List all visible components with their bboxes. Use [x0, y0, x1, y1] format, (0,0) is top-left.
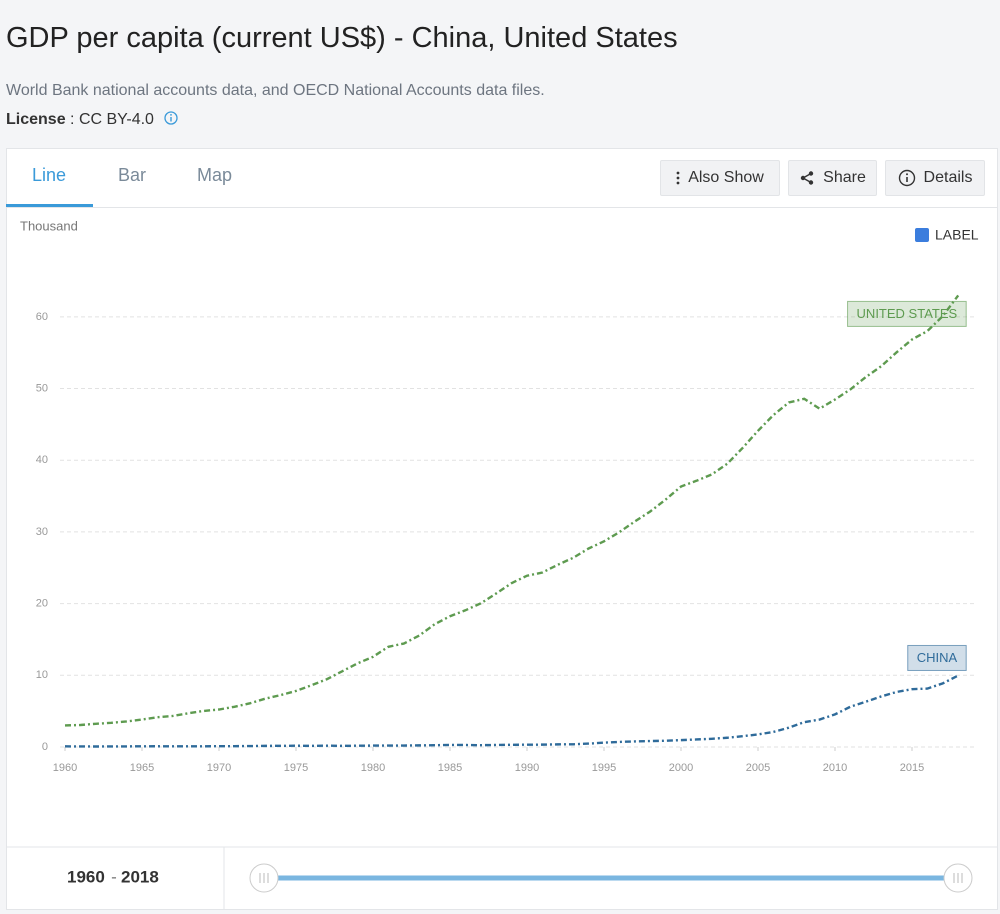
details-icon [898, 169, 915, 187]
x-tick-label: 2005 [746, 762, 770, 774]
series-label: UNITED STATES [847, 300, 967, 327]
license-label: License [6, 111, 66, 128]
slider-handle[interactable] [943, 863, 973, 893]
y-tick-label: 30 [36, 526, 48, 538]
series-label: CHINA [907, 644, 967, 671]
x-tick-label: 1995 [592, 762, 616, 774]
x-tick-label: 2000 [669, 762, 693, 774]
y-tick-label: 10 [36, 669, 48, 681]
license: License : CC BY-4.0 [6, 111, 179, 129]
series-label-box [907, 644, 967, 671]
share-button[interactable]: Share [788, 160, 877, 196]
label-toggle-text[interactable]: LABEL [935, 227, 979, 243]
y-tick-label: 60 [36, 311, 48, 323]
page-title: GDP per capita (current US$) - China, Un… [6, 22, 678, 54]
label-checkbox[interactable] [915, 228, 929, 242]
license-value: CC BY-4.0 [78, 111, 154, 128]
series-label-box [847, 300, 967, 327]
also-show-button[interactable]: Also Show [660, 160, 780, 196]
series-line [64, 674, 959, 748]
x-tick-label: 2010 [823, 762, 847, 774]
x-tick-label: 1965 [130, 762, 154, 774]
x-tick-label: 2015 [900, 762, 924, 774]
share-icon [800, 171, 814, 185]
y-tick-label: 40 [36, 454, 48, 466]
x-tick-label: 1960 [53, 762, 77, 774]
dots-icon [676, 171, 680, 185]
tab-divider [6, 207, 998, 208]
x-tick-label: 1970 [207, 762, 231, 774]
button-label: Share [823, 169, 866, 186]
x-tick-label: 1985 [438, 762, 462, 774]
series-label-text: CHINA [917, 650, 958, 665]
y-tick-label: 20 [36, 598, 48, 610]
button-label: Also Show [688, 169, 764, 186]
info-icon[interactable] [164, 111, 179, 125]
tab-underline [6, 204, 93, 207]
range-start: 1960 [67, 867, 105, 886]
button-label: Details [923, 169, 973, 186]
tab[interactable]: Bar [118, 165, 147, 185]
details-button[interactable]: Details [885, 160, 985, 196]
chart-card [6, 148, 998, 910]
range-end: 2018 [121, 867, 159, 886]
tab[interactable]: Map [197, 165, 233, 185]
license-sep: : [70, 111, 75, 128]
y-axis-label: Thousand [20, 218, 78, 233]
range-separator: - [111, 867, 117, 886]
slider-handle[interactable] [249, 863, 279, 893]
tab[interactable]: Line [32, 165, 67, 185]
y-tick-label: 50 [36, 382, 48, 394]
x-tick-label: 1980 [361, 762, 385, 774]
series-line [64, 294, 960, 727]
x-tick-label: 1990 [515, 762, 539, 774]
y-tick-label: 0 [42, 741, 48, 753]
series-label-text: UNITED STATES [857, 306, 958, 321]
subtitle: World Bank national accounts data, and O… [6, 82, 545, 99]
x-tick-label: 1975 [284, 762, 308, 774]
